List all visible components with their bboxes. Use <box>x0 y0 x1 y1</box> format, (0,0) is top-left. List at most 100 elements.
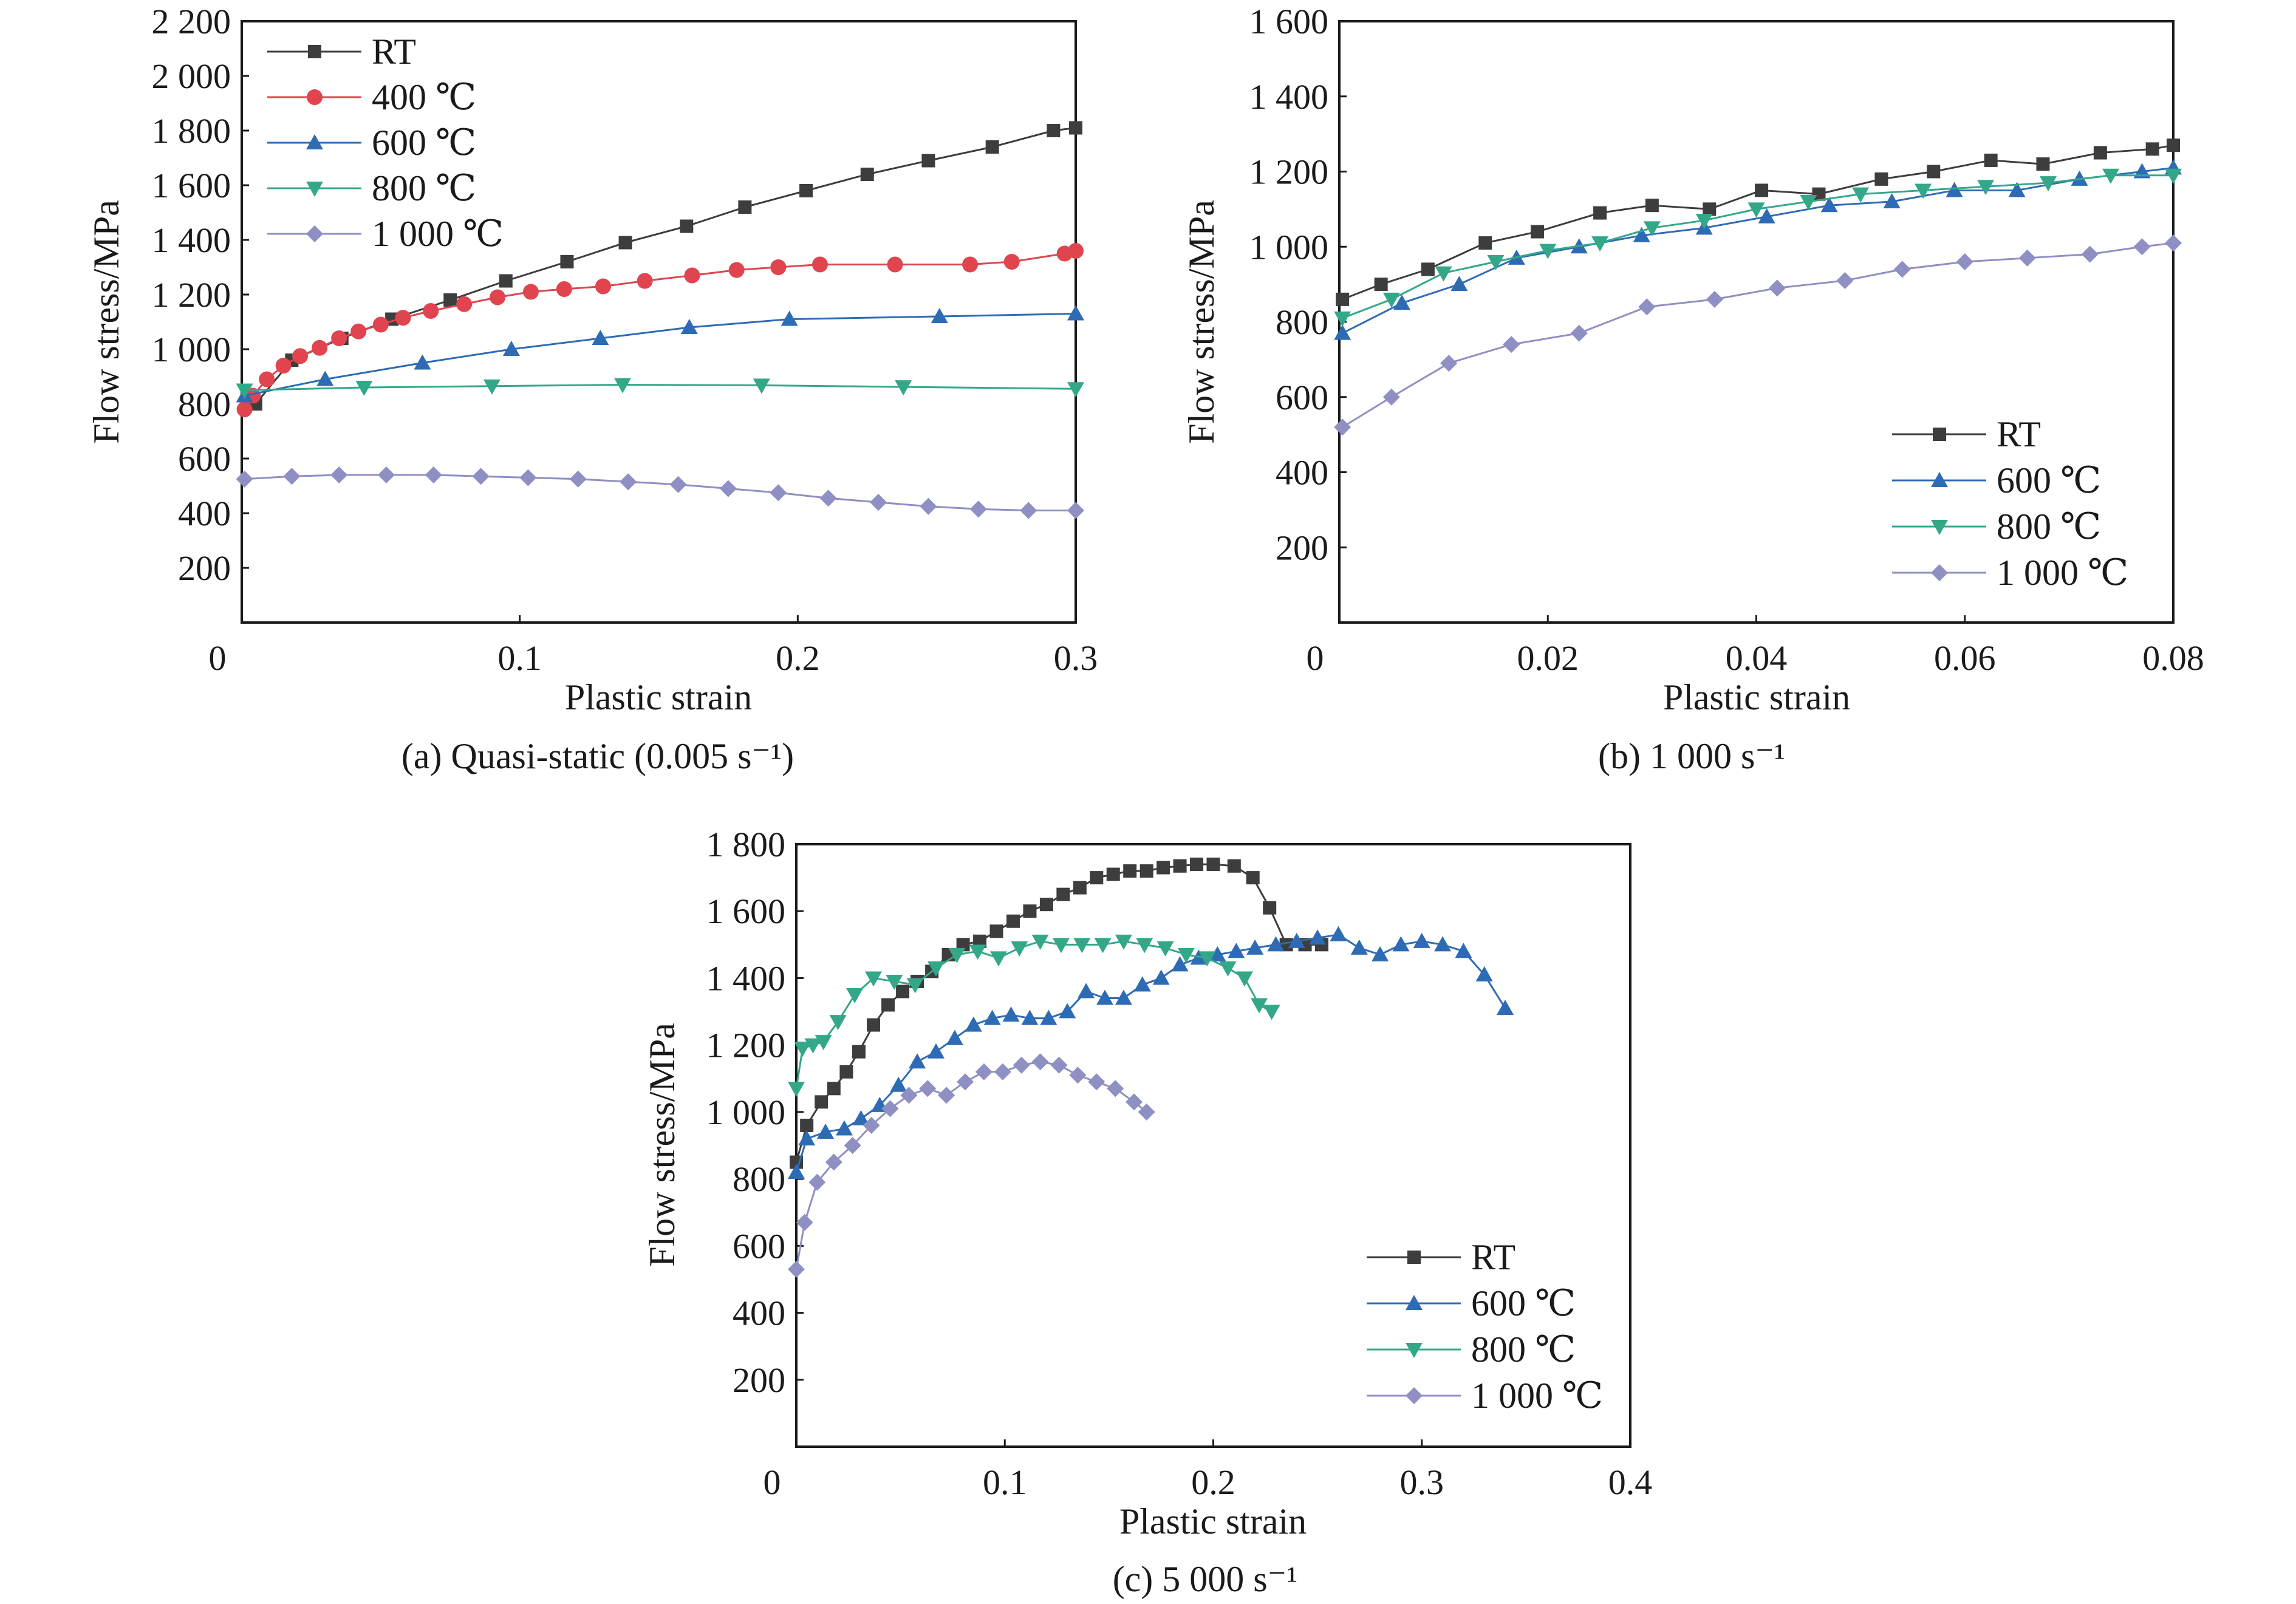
y-axis-label: Flow stress/MPa <box>86 200 126 444</box>
data-point-400 <box>962 256 979 273</box>
data-point-rt <box>1206 858 1220 872</box>
data-point-600 <box>1758 208 1775 224</box>
data-point-800 <box>829 1015 847 1031</box>
data-point-1-000 <box>881 1100 899 1118</box>
data-point-800 <box>1487 255 1505 270</box>
data-point-600 <box>1350 939 1368 955</box>
data-point-600 <box>1115 989 1132 1005</box>
data-point-rt <box>860 168 874 181</box>
data-point-rt <box>1374 278 1388 292</box>
legend-label-600: 600 ℃ <box>1471 1283 1576 1323</box>
data-point-1-000 <box>569 470 587 488</box>
panel-caption: (a) Quasi-static (0.005 s⁻¹) <box>401 736 794 776</box>
data-point-600 <box>1133 976 1151 992</box>
data-point-rt <box>881 998 895 1012</box>
y-tick-label: 800 <box>178 384 231 424</box>
data-point-rt <box>1173 859 1187 873</box>
data-point-800 <box>1073 938 1091 954</box>
data-point-800 <box>753 378 770 394</box>
data-point-1-000 <box>975 1063 993 1080</box>
data-point-800 <box>895 380 912 396</box>
data-point-rt <box>1263 901 1277 915</box>
data-point-rt <box>989 924 1003 938</box>
data-point-1-000 <box>1031 1053 1049 1071</box>
series-line-600 <box>795 933 1506 1173</box>
data-point-800 <box>1852 187 1870 203</box>
data-point-1-000 <box>330 466 348 483</box>
data-point-800 <box>886 974 903 990</box>
data-point-800 <box>1067 382 1084 398</box>
y-tick-label: 1 000 <box>1249 227 1329 267</box>
data-point-400 <box>395 310 411 326</box>
series-group <box>1334 138 2182 436</box>
data-point-800 <box>483 379 501 395</box>
legend-label-800: 800 ℃ <box>1997 507 2101 547</box>
data-point-800 <box>2040 176 2057 192</box>
legend-marker-800 <box>306 182 323 197</box>
data-point-800 <box>815 1035 832 1051</box>
x-tick-label: 0.2 <box>776 638 820 678</box>
data-point-400 <box>331 330 347 346</box>
data-point-800 <box>1115 934 1132 950</box>
data-point-800 <box>2102 168 2120 184</box>
data-point-800 <box>1031 934 1049 950</box>
data-point-rt <box>1246 871 1260 885</box>
data-point-1-000 <box>1836 271 1854 289</box>
data-point-600 <box>909 1053 926 1069</box>
x-axis-label: Plastic strain <box>1119 1501 1307 1541</box>
series-group <box>236 121 1084 519</box>
data-point-400 <box>887 256 903 273</box>
panel-caption: (b) 1 000 s⁻¹ <box>1598 736 1785 776</box>
data-point-400 <box>292 348 309 364</box>
data-point-1-000 <box>920 497 937 515</box>
data-point-600 <box>781 310 798 326</box>
data-point-800 <box>1915 183 1932 199</box>
data-point-400 <box>522 284 539 300</box>
data-point-1-000 <box>2018 249 2036 267</box>
data-point-1-000 <box>1768 279 1786 297</box>
data-point-800 <box>1094 938 1112 954</box>
data-point-600 <box>788 1164 805 1179</box>
data-point-rt <box>738 200 752 214</box>
data-point-800 <box>1800 195 1817 210</box>
x-tick-label: 0.3 <box>1400 1462 1444 1502</box>
data-point-600 <box>1455 943 1472 958</box>
data-point-800 <box>614 378 632 394</box>
data-point-600 <box>1883 193 1901 208</box>
data-point-800 <box>1382 292 1400 308</box>
data-point-600 <box>1372 946 1389 961</box>
data-point-rt <box>1056 887 1070 901</box>
y-tick-label: 800 <box>733 1159 785 1199</box>
data-point-800 <box>1263 1005 1280 1020</box>
data-point-600 <box>1450 276 1468 292</box>
data-point-rt <box>1047 124 1061 137</box>
data-point-600 <box>1067 305 1084 321</box>
data-point-600 <box>1246 939 1264 955</box>
y-tick-label: 400 <box>1276 453 1328 493</box>
x-tick-label: 0.08 <box>2142 638 2204 678</box>
data-point-600 <box>817 1123 835 1139</box>
x-tick-label: 0 <box>764 1462 781 1502</box>
legend-marker-600 <box>1406 1295 1423 1310</box>
data-point-600 <box>1152 969 1170 985</box>
data-point-1-000 <box>788 1260 805 1278</box>
data-point-rt <box>1421 262 1435 276</box>
data-point-600 <box>1946 182 1963 197</box>
data-point-600 <box>592 330 609 345</box>
x-tick-label: 0 <box>209 638 227 678</box>
data-point-1-000 <box>1067 502 1084 519</box>
data-point-1-000 <box>844 1137 861 1154</box>
legend-marker-600 <box>1931 472 1948 487</box>
data-point-800 <box>1695 213 1713 229</box>
y-tick-label: 1 400 <box>706 958 786 998</box>
legend-marker-rt <box>1933 428 1946 441</box>
data-point-600 <box>1267 936 1285 952</box>
data-point-800 <box>1177 947 1195 963</box>
data-point-800 <box>1011 941 1028 957</box>
data-point-rt <box>1984 153 1998 167</box>
data-point-rt <box>1023 904 1037 918</box>
data-point-600 <box>1309 929 1327 945</box>
data-point-rt <box>2145 142 2159 156</box>
data-point-1-000 <box>969 500 987 518</box>
data-point-600 <box>1475 966 1493 981</box>
